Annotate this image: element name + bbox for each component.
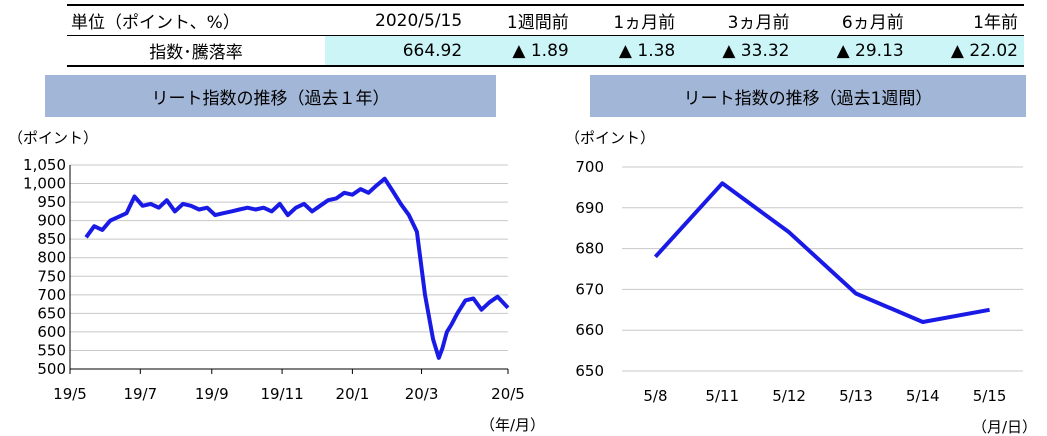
chart2-y-tick: 660 [575,321,604,339]
chart1-x-tick: 19/5 [53,385,87,403]
chart2-x-tick: 5/13 [839,387,873,405]
chart2-title: リート指数の推移（過去1週間） [590,75,1026,117]
summary-row-label: 指数･騰落率 [67,35,326,66]
chart1-y-tick: 600 [37,323,66,341]
summary-header-row: 単位（ポイント、%） 2020/5/15 1週間前 1ヵ月前 3ヵ月前 6ヵ月前… [67,5,1024,36]
chart1-x-tick: 19/9 [195,385,229,403]
chart2-y-tick: 700 [575,158,604,176]
chart2-x-unit: （月/日） [972,418,1037,436]
summary-header-1m: 1ヵ月前 [574,5,682,36]
chart1-y-tick: 1,050 [23,156,66,174]
chart1-y-tick: 1,000 [23,175,66,193]
chart1-series-line [84,176,510,360]
summary-value-6m: ▲ 29.13 [795,35,910,66]
summary-header-unit: 単位（ポイント、%） [67,5,326,36]
chart2-x-tick: 5/8 [643,387,667,405]
chart1-y-tick: 900 [37,212,66,230]
chart1-y-tick: 550 [37,341,66,359]
summary-header-date: 2020/5/15 [325,5,469,36]
chart1-y-unit: （ポイント） [8,129,98,147]
chart-one-week: （ポイント） 650 660 670 680 690 700 5/8 5/11 5/12 5/13 5… [565,129,1037,436]
chart1-title: リート指数の推移（過去１年） [45,75,496,117]
summary-header-1w: 1週間前 [468,5,575,36]
chart2-series-line [653,181,990,324]
chart1-y-tick: 950 [37,193,66,211]
chart1-y-tick: 700 [37,286,66,304]
chart-one-year: （ポイント） 5005506006507007508008509009501,00… [8,129,545,434]
chart2-y-tick: 690 [575,199,604,217]
chart1-y-tick: 800 [37,249,66,267]
summary-value-index: 664.92 [325,35,469,66]
chart2-y-unit: （ポイント） [565,129,655,147]
summary-value-1y: ▲ 22.02 [909,35,1024,66]
summary-value-row: 指数･騰落率 664.92 ▲ 1.89 ▲ 1.38 ▲ 33.32 ▲ 29… [67,35,1024,66]
summary-table: 単位（ポイント、%） 2020/5/15 1週間前 1ヵ月前 3ヵ月前 6ヵ月前… [67,4,1024,67]
chart1-x-tick: 20/1 [336,385,370,403]
summary-header-6m: 6ヵ月前 [795,5,910,36]
summary-header-3m: 3ヵ月前 [681,5,796,36]
chart2-x-tick: 5/11 [705,387,739,405]
chart2-y-tick: 650 [575,362,604,380]
chart1-x-tick: 20/3 [405,385,439,403]
chart2-y-tick: 680 [575,240,604,258]
chart1-y-tick: 650 [37,304,66,322]
chart1-x-unit: （年/月） [480,416,545,434]
chart1-y-tick: 750 [37,267,66,285]
summary-value-1w: ▲ 1.89 [468,35,575,66]
chart2-y-tick: 670 [575,280,604,298]
summary-value-1m: ▲ 1.38 [574,35,682,66]
chart1-x-tick: 19/11 [260,385,303,403]
chart1-y-tick: 850 [37,230,66,248]
summary-value-3m: ▲ 33.32 [681,35,796,66]
chart2-x-tick: 5/15 [973,387,1007,405]
chart1-x-tick: 19/7 [123,385,157,403]
chart1-x-tick: 20/5 [491,385,525,403]
chart2-x-tick: 5/14 [906,387,940,405]
chart2-x-tick: 5/12 [772,387,806,405]
chart1-y-tick: 500 [37,360,66,378]
summary-header-1y: 1年前 [909,5,1024,36]
